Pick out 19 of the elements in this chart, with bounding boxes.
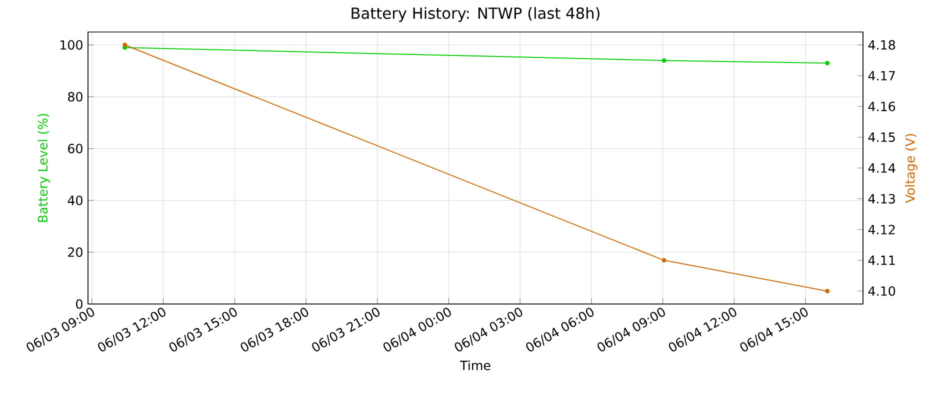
x-axis-title: Time <box>460 360 490 370</box>
y2-tick-label: 4.10 <box>868 286 896 296</box>
y-tick-label: 60 <box>68 144 82 154</box>
y-tick-label: 40 <box>68 196 82 206</box>
y2-axis-title: Voltage (V) <box>905 134 918 203</box>
y2-tick-label: 4.16 <box>868 102 896 112</box>
y2-tick-label: 4.11 <box>868 256 895 265</box>
y-tick-label: 80 <box>68 92 82 102</box>
y2-tick-label: 4.14 <box>868 163 896 173</box>
y-tick-label: 20 <box>68 247 82 257</box>
y-tick-label: 100 <box>60 40 82 50</box>
y2-tick-label: 4.12 <box>868 224 895 234</box>
y-tick-label: 0 <box>76 299 82 309</box>
y2-tick-label: 4.13 <box>868 194 895 204</box>
y2-tick-label: 4.17 <box>868 71 895 80</box>
chart-title: Battery History: NTWP (last 48h) <box>352 7 600 22</box>
y2-tick-label: 4.18 <box>868 40 896 50</box>
y2-tick-label: 4.15 <box>868 132 895 142</box>
y-axis-title: Battery Level (%) <box>38 114 50 222</box>
